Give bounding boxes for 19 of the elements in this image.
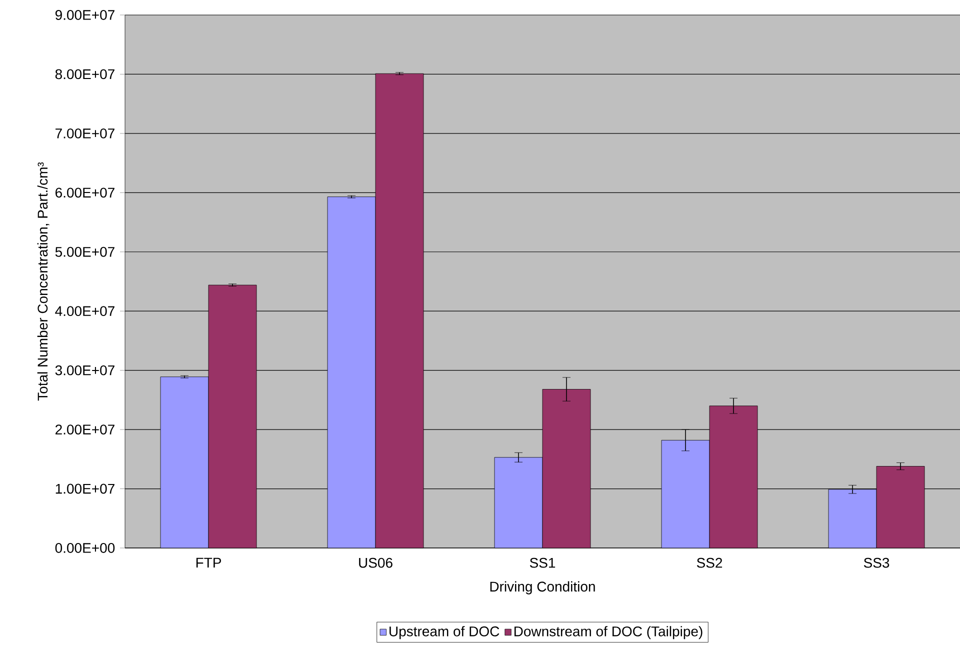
- x-tick-label: SS3: [864, 558, 890, 568]
- y-tick-label: 0.00E+00: [55, 543, 115, 553]
- y-tick-label: 5.00E+07: [55, 246, 114, 257]
- y-tick-label: 2.00E+07: [56, 424, 114, 434]
- legend-label: Downstream of DOC (Tailpipe): [514, 626, 702, 640]
- y-tick-label: 3.00E+07: [55, 365, 114, 376]
- y-tick-label: 7.00E+07: [56, 128, 114, 138]
- y-tick-label: 6.00E+07: [56, 188, 114, 198]
- y-tick-label: 4.00E+07: [55, 306, 114, 316]
- y-tick-label: 9.00E+07: [55, 10, 114, 20]
- legend-label: Upstream of DOC: [390, 626, 500, 640]
- x-tick-label: SS1: [530, 558, 556, 568]
- y-axis-title: Total Number Concentration, Part./cm³: [37, 162, 50, 401]
- y-tick-label: 1.00E+07: [56, 484, 114, 494]
- x-tick-label: US06: [359, 558, 392, 568]
- y-tick-label: 8.00E+07: [55, 69, 114, 80]
- x-axis-title: Driving Condition: [490, 581, 595, 594]
- x-tick-label: SS2: [696, 558, 722, 568]
- x-tick-label: FTP: [196, 558, 221, 568]
